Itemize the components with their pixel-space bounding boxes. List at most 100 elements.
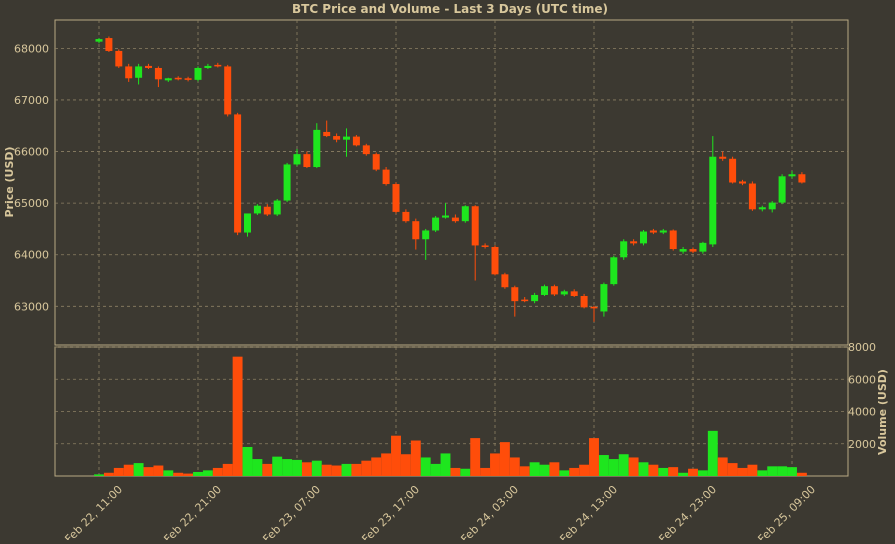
volume-bar bbox=[193, 471, 203, 476]
candle-body bbox=[610, 257, 618, 285]
volume-bar bbox=[777, 466, 788, 476]
volume-bar bbox=[252, 459, 263, 476]
candle-body bbox=[422, 230, 430, 240]
candle-body bbox=[174, 77, 182, 80]
candle-body bbox=[323, 131, 331, 137]
candle-body bbox=[649, 230, 657, 233]
candle-body bbox=[352, 136, 360, 146]
candle-body bbox=[570, 291, 578, 296]
candle-body bbox=[145, 65, 152, 68]
y2-tick-label: 8000 bbox=[848, 341, 876, 354]
candle-body bbox=[125, 66, 133, 79]
candle-body bbox=[244, 213, 251, 233]
candle-body bbox=[194, 67, 202, 80]
volume-bar bbox=[678, 472, 689, 476]
candle-body bbox=[709, 156, 717, 245]
volume-bar bbox=[301, 462, 312, 476]
volume-bar bbox=[796, 472, 807, 476]
volume-bar bbox=[480, 467, 491, 476]
candle-body bbox=[95, 39, 103, 42]
candle-body bbox=[550, 286, 558, 295]
candle-body bbox=[184, 78, 192, 80]
candle-body bbox=[402, 211, 410, 222]
volume-bar bbox=[113, 467, 124, 476]
y-tick-label: 67000 bbox=[14, 94, 49, 107]
candle-body bbox=[798, 174, 806, 183]
volume-bar bbox=[212, 467, 223, 476]
candle-body bbox=[640, 231, 647, 244]
volume-bar bbox=[499, 442, 510, 476]
volume-bar bbox=[94, 474, 104, 476]
volume-bar bbox=[410, 440, 421, 476]
candle-body bbox=[511, 287, 519, 302]
candle-body bbox=[442, 215, 449, 218]
y2-tick-label: 6000 bbox=[848, 373, 876, 386]
chart-title: BTC Price and Volume - Last 3 Days (UTC … bbox=[292, 2, 608, 16]
volume-bar bbox=[688, 468, 698, 476]
candle-body bbox=[273, 200, 281, 215]
volume-bar bbox=[717, 457, 728, 476]
volume-bar bbox=[648, 464, 659, 476]
volume-bar bbox=[123, 464, 134, 476]
y2-tick-label: 4000 bbox=[848, 406, 876, 419]
candle-body bbox=[432, 217, 440, 231]
candle-body bbox=[333, 136, 341, 140]
volume-bar bbox=[361, 460, 372, 476]
candle-body bbox=[253, 205, 261, 214]
volume-bar bbox=[727, 463, 738, 476]
volume-bar bbox=[579, 464, 590, 476]
volume-bar bbox=[757, 470, 768, 476]
volume-bar bbox=[232, 356, 243, 476]
candle-body bbox=[729, 158, 737, 183]
candle-body bbox=[293, 154, 301, 165]
volume-bar bbox=[351, 463, 362, 476]
y2-axis-title: Volume (USD) bbox=[876, 369, 889, 455]
volume-bar bbox=[638, 462, 649, 476]
candle-body bbox=[105, 38, 113, 51]
volume-bar bbox=[173, 472, 184, 476]
candle-body bbox=[214, 64, 222, 67]
candle-body bbox=[788, 174, 796, 177]
candle-body bbox=[778, 176, 786, 203]
candle-body bbox=[689, 249, 697, 252]
y-tick-label: 64000 bbox=[14, 249, 49, 262]
candle-body bbox=[303, 154, 311, 168]
candle-body bbox=[392, 184, 400, 212]
candle-body bbox=[590, 306, 598, 309]
candle-body bbox=[362, 145, 370, 155]
candle-body bbox=[699, 242, 707, 252]
candle-body bbox=[343, 136, 350, 140]
candle-body bbox=[283, 164, 291, 201]
candle-body bbox=[560, 291, 568, 295]
candle-body bbox=[659, 230, 667, 233]
volume-bar bbox=[400, 454, 411, 476]
candle-body bbox=[521, 299, 529, 302]
candle-body bbox=[669, 230, 677, 250]
volume-bar bbox=[242, 446, 253, 476]
volume-bar bbox=[529, 462, 540, 476]
volume-bar bbox=[668, 467, 679, 476]
candle-body bbox=[739, 181, 746, 184]
candle-body bbox=[224, 66, 232, 115]
candle-body bbox=[719, 156, 727, 159]
volume-bar bbox=[697, 470, 708, 476]
volume-bar bbox=[767, 466, 778, 476]
candle-body bbox=[164, 78, 172, 81]
candle-body bbox=[481, 245, 489, 247]
volume-bar bbox=[509, 457, 520, 476]
volume-bar bbox=[391, 435, 401, 476]
price-frame bbox=[54, 19, 849, 346]
volume-bar bbox=[658, 467, 669, 476]
volume-bar bbox=[460, 468, 471, 476]
candle-body bbox=[531, 294, 539, 302]
volume-bar bbox=[133, 463, 144, 476]
candle-body bbox=[412, 221, 420, 240]
volume-bar bbox=[440, 453, 451, 476]
volume-bar bbox=[143, 467, 154, 476]
volume-bar bbox=[331, 465, 342, 476]
volume-bar bbox=[420, 457, 431, 476]
candle-body bbox=[768, 202, 776, 210]
volume-bar bbox=[292, 459, 302, 476]
